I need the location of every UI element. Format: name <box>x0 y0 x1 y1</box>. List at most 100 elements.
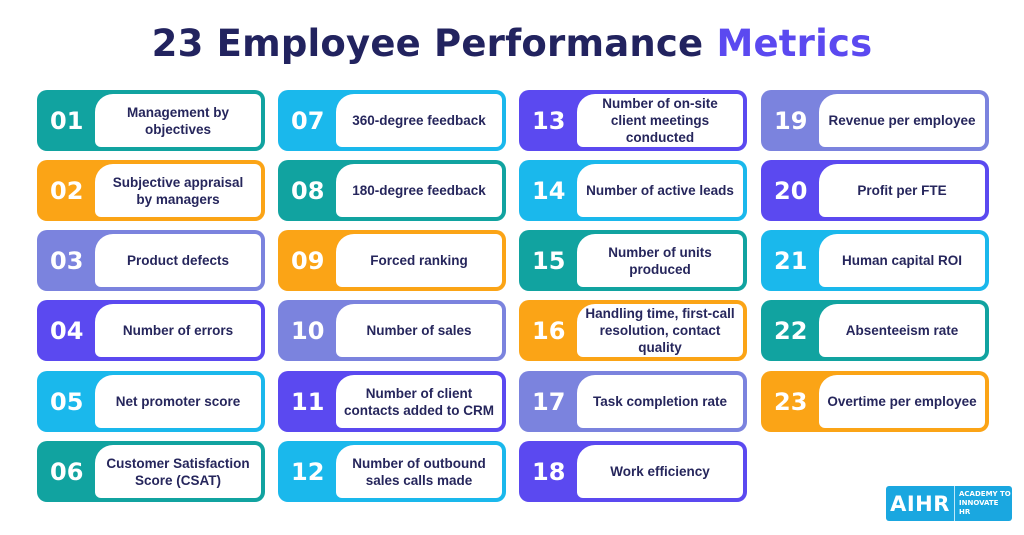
aihr-logo: AIHR ACADEMY TO INNOVATE HR <box>886 486 1012 521</box>
metric-number: 23 <box>774 387 808 416</box>
metric-label-box: Customer Satisfaction Score (CSAT) <box>95 445 261 498</box>
metric-card-02: 02 Subjective appraisal by managers <box>37 160 265 221</box>
metric-label: Management by objectives <box>126 104 230 137</box>
metric-label: Number of on-site client meetings conduc… <box>602 96 718 145</box>
metric-card-16: 16 Handling time, first-call resolution, … <box>519 300 747 361</box>
metric-card-09: 09 Forced ranking <box>278 230 506 291</box>
metric-number: 01 <box>50 106 84 135</box>
metric-card-01: 01 Management by objectives <box>37 90 265 151</box>
metric-number: 16 <box>532 316 566 345</box>
metric-number: 18 <box>532 457 566 486</box>
metric-number: 06 <box>50 457 84 486</box>
metric-label-box: Revenue per employee <box>819 94 985 147</box>
logo-tagline-line1: ACADEMY TO <box>959 490 1011 498</box>
metric-number: 05 <box>50 387 84 416</box>
metric-label-box: Number of sales <box>336 304 502 357</box>
metric-label-box: Net promoter score <box>95 375 261 428</box>
metric-card-17: 17 Task completion rate <box>519 371 747 432</box>
metric-number: 13 <box>532 106 566 135</box>
metric-label-box: Subjective appraisal by managers <box>95 164 261 217</box>
metric-number: 15 <box>532 246 566 275</box>
metric-number: 12 <box>291 457 325 486</box>
metric-card-08: 08 180-degree feedback <box>278 160 506 221</box>
metric-card-10: 10 Number of sales <box>278 300 506 361</box>
logo-tagline-line2: INNOVATE HR <box>959 499 999 516</box>
metric-number: 08 <box>291 176 325 205</box>
metric-label: Forced ranking <box>370 253 468 268</box>
metric-label: Human capital ROI <box>841 253 963 268</box>
metric-label-box: Profit per FTE <box>819 164 985 217</box>
metric-number: 17 <box>532 387 566 416</box>
metric-card-14: 14 Number of active leads <box>519 160 747 221</box>
metric-label: Product defects <box>126 253 230 268</box>
metric-label: Absenteeism rate <box>845 323 959 338</box>
metric-card-20: 20 Profit per FTE <box>761 160 989 221</box>
metric-number: 19 <box>774 106 808 135</box>
metric-number: 22 <box>774 316 808 345</box>
page-title: 23 Employee Performance Metrics <box>0 22 1024 65</box>
metric-number: 21 <box>774 246 808 275</box>
metric-card-03: 03 Product defects <box>37 230 265 291</box>
metric-label-box: 360-degree feedback <box>336 94 502 147</box>
metric-label: Subjective appraisal by managers <box>112 174 244 207</box>
metric-label-box: Number of outbound sales calls made <box>336 445 502 498</box>
metric-label: 180-degree feedback <box>352 183 486 198</box>
metric-label-box: Human capital ROI <box>819 234 985 287</box>
metric-label-box: Number of active leads <box>577 164 743 217</box>
metric-label-box: Number of on-site client meetings conduc… <box>577 94 743 147</box>
metric-label: Profit per FTE <box>857 183 947 198</box>
metric-card-19: 19 Revenue per employee <box>761 90 989 151</box>
metric-label: Number of units produced <box>608 244 712 277</box>
metric-label-box: Handling time, first-call resolution, co… <box>577 304 743 357</box>
metric-label-box: Number of units produced <box>577 234 743 287</box>
metric-number: 03 <box>50 246 84 275</box>
metric-label: Number of active leads <box>586 183 734 198</box>
metric-card-12: 12 Number of outbound sales calls made <box>278 441 506 502</box>
metric-number: 02 <box>50 176 84 205</box>
metric-number: 11 <box>291 387 325 416</box>
metric-label: Number of client contacts added to CRM <box>344 385 495 418</box>
metric-label: Number of sales <box>366 323 472 338</box>
metric-card-04: 04 Number of errors <box>37 300 265 361</box>
metric-card-23: 23 Overtime per employee <box>761 371 989 432</box>
metric-label-box: Overtime per employee <box>819 375 985 428</box>
metric-number: 09 <box>291 246 325 275</box>
metric-label-box: Product defects <box>95 234 261 287</box>
metric-label-box: Forced ranking <box>336 234 502 287</box>
metric-label-box: Absenteeism rate <box>819 304 985 357</box>
metric-label: Work efficiency <box>610 464 710 479</box>
metric-label-box: Number of client contacts added to CRM <box>336 375 502 428</box>
metric-label-box: Number of errors <box>95 304 261 357</box>
metric-card-21: 21 Human capital ROI <box>761 230 989 291</box>
metric-card-13: 13 Number of on-site client meetings cond… <box>519 90 747 151</box>
metric-card-15: 15 Number of units produced <box>519 230 747 291</box>
metric-card-11: 11 Number of client contacts added to CRM <box>278 371 506 432</box>
metric-label: Overtime per employee <box>827 394 977 409</box>
metric-card-22: 22 Absenteeism rate <box>761 300 989 361</box>
metric-label: Customer Satisfaction Score (CSAT) <box>106 455 250 488</box>
logo-tagline: ACADEMY TO INNOVATE HR <box>954 486 1012 521</box>
metric-label: Handling time, first-call resolution, co… <box>585 306 735 355</box>
metric-label: Number of errors <box>122 323 234 338</box>
metric-card-18: 18 Work efficiency <box>519 441 747 502</box>
metric-number: 04 <box>50 316 84 345</box>
metric-label: Net promoter score <box>115 394 241 409</box>
metric-label: Number of outbound sales calls made <box>352 455 486 488</box>
metric-number: 20 <box>774 176 808 205</box>
metric-number: 10 <box>291 316 325 345</box>
metric-label: Revenue per employee <box>828 113 976 128</box>
logo-mark: AIHR <box>886 486 954 521</box>
metric-number: 07 <box>291 106 325 135</box>
metric-card-05: 05 Net promoter score <box>37 371 265 432</box>
metric-label: 360-degree feedback <box>352 113 486 128</box>
metric-label: Task completion rate <box>592 394 728 409</box>
metric-label-box: Work efficiency <box>577 445 743 498</box>
metric-number: 14 <box>532 176 566 205</box>
title-main: 23 Employee Performance <box>151 22 704 65</box>
title-accent: Metrics <box>716 22 873 65</box>
metric-label-box: 180-degree feedback <box>336 164 502 217</box>
metric-card-07: 07 360-degree feedback <box>278 90 506 151</box>
metric-label-box: Task completion rate <box>577 375 743 428</box>
metric-card-06: 06 Customer Satisfaction Score (CSAT) <box>37 441 265 502</box>
